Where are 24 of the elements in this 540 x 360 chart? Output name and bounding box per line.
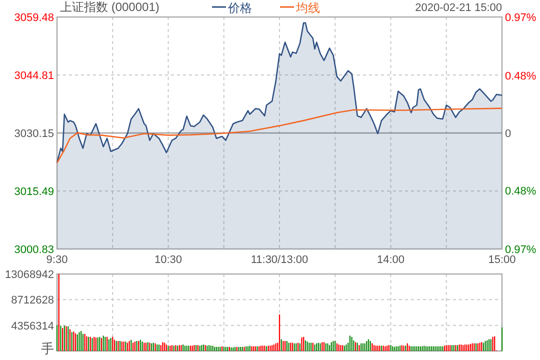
line-series — [56, 108, 503, 164]
chart-subtitle: 2020-02-21 15:00 — [415, 2, 502, 14]
x-tick-label: 15:00 — [488, 254, 516, 266]
x-tick-label: 9:30 — [46, 254, 68, 266]
chart-title: 上证指数 (000001) — [60, 0, 160, 14]
y-tick-label: 3000.83 — [14, 244, 54, 256]
y-tick-label: 3059.48 — [14, 12, 54, 24]
y2-tick-label: 0.97% — [505, 244, 536, 256]
y-tick-label: 8712628 — [11, 294, 54, 307]
y-tick-label: 3044.81 — [14, 70, 54, 82]
x-tick-label: 11:30/13:00 — [250, 254, 308, 266]
y2-tick-label: 0.48% — [505, 185, 536, 198]
legend-label: 均线 — [295, 1, 320, 15]
legend-label: 价格 — [227, 1, 252, 15]
y-tick-label: 3030.15 — [14, 128, 54, 140]
y2-tick-label: 0.97% — [505, 12, 536, 24]
y2-tick-label: 0 — [505, 128, 512, 140]
y2-tick-label: 0.48% — [505, 70, 536, 83]
y-tick-label: 3015.49 — [14, 186, 54, 198]
y-tick-label: 4356314 — [11, 320, 54, 332]
x-tick-label: 10:30 — [154, 254, 182, 266]
y-tick-label: 13068942 — [5, 269, 54, 281]
y-tick-label: 手 — [41, 341, 54, 356]
x-tick-label: 14:00 — [376, 254, 405, 266]
